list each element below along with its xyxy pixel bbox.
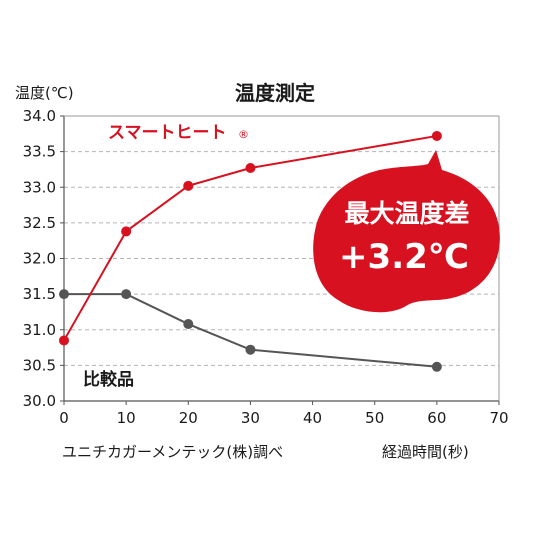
series-1-point-0	[59, 289, 69, 300]
difference-callout: 最大温度差 +3.2℃	[313, 150, 500, 313]
series-label-smartheat: スマートヒート	[108, 123, 227, 143]
series-0-point-0	[59, 335, 69, 346]
x-tick-label-6: 60	[427, 409, 446, 427]
y-tick-label-3: 31.5	[23, 285, 56, 303]
x-tick-label-7: 70	[489, 409, 508, 427]
series-0-point-3	[245, 163, 256, 174]
x-tick-label-4: 40	[303, 409, 322, 427]
series-label-comparison: 比較品	[83, 369, 134, 390]
x-tick-label-3: 30	[241, 409, 260, 427]
y-tick-label-4: 32.0	[23, 250, 56, 268]
tick-labels: 30.0 30.5 31.0 31.5 32.0 32.5 33.0 33.5 34.0 0 10 2…	[23, 107, 509, 427]
x-tick-label-1: 10	[117, 409, 136, 427]
series-1-point-1	[121, 289, 132, 300]
callout-bubble	[313, 150, 500, 313]
x-tick-label-5: 50	[365, 409, 384, 427]
registered-mark: ®	[238, 128, 249, 141]
x-axis-label: 経過時間(秒)	[382, 443, 469, 461]
y-tick-label-7: 33.5	[23, 143, 56, 161]
source-note: ユニチカガーメンテック(株)調べ	[62, 443, 283, 461]
series-1-point-4	[431, 361, 442, 372]
series-0-point-2	[183, 180, 194, 191]
y-tick-label-2: 31.0	[23, 321, 56, 339]
callout-line1: 最大温度差	[344, 199, 469, 228]
y-tick-label-8: 34.0	[23, 107, 56, 125]
series	[59, 130, 442, 372]
y-tick-label-6: 33.0	[23, 178, 56, 196]
y-tick-label-5: 32.5	[23, 214, 56, 232]
y-tick-label-0: 30.0	[23, 392, 56, 410]
y-tick-label-1: 30.5	[23, 356, 56, 374]
callout-line2: +3.2℃	[339, 237, 469, 277]
x-tick-label-2: 20	[179, 409, 198, 427]
series-1-point-2	[183, 319, 194, 330]
grid	[64, 151, 499, 366]
series-0-point-1	[121, 226, 132, 237]
y-axis-label: 温度(℃)	[15, 84, 74, 102]
x-tick-label-0: 0	[59, 409, 69, 427]
series-0-point-4	[431, 130, 442, 141]
chart-title: 温度測定	[235, 81, 315, 105]
series-1-point-3	[245, 344, 256, 355]
